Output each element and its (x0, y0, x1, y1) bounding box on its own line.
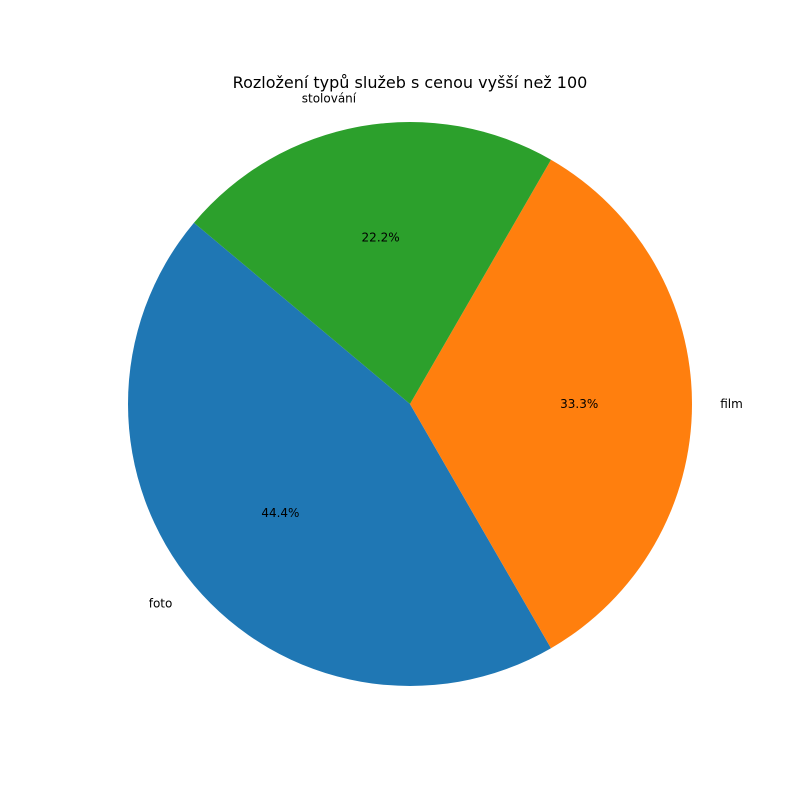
pie-slices (128, 121, 693, 687)
slice-label-stolování: stolování (302, 92, 357, 106)
percent-label-foto: 44.4% (261, 506, 299, 520)
chart-title: Rozložení typů služeb s cenou vyšší než … (233, 73, 588, 92)
pie-slice-foto (128, 222, 552, 687)
pie-slice-film (410, 159, 693, 649)
pie-slice-stolování (193, 121, 552, 404)
slice-label-film: film (720, 397, 743, 411)
slice-label-foto: foto (149, 596, 173, 610)
percent-label-stolování: 22.2% (362, 230, 400, 244)
pie-labels: foto 44.4% film 33.3% stolování 22.2% (149, 92, 743, 611)
percent-label-film: 33.3% (560, 397, 598, 411)
